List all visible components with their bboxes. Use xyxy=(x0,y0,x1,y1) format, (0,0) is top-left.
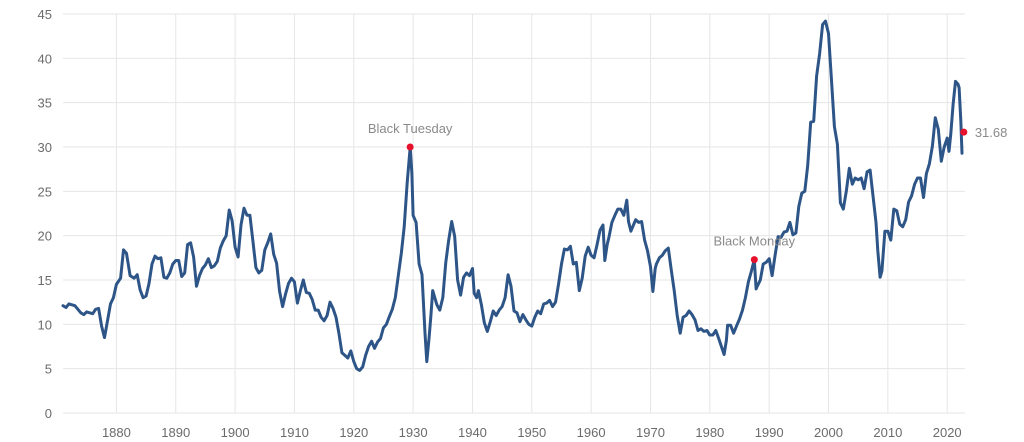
y-tick-label-25: 25 xyxy=(38,184,52,199)
annotation-point-0 xyxy=(406,143,414,151)
x-tick-label-1940: 1940 xyxy=(458,425,487,440)
x-tick-label-1910: 1910 xyxy=(280,425,309,440)
y-tick-label-20: 20 xyxy=(38,229,52,244)
annotation-label-1: Black Monday xyxy=(714,234,796,249)
y-tick-label-15: 15 xyxy=(38,273,52,288)
x-tick-label-1900: 1900 xyxy=(221,425,250,440)
x-tick-label-1960: 1960 xyxy=(577,425,606,440)
last-value-label: 31.68 xyxy=(975,125,1008,140)
x-tick-label-1950: 1950 xyxy=(517,425,546,440)
x-tick-label-2020: 2020 xyxy=(933,425,962,440)
y-tick-label-10: 10 xyxy=(38,317,52,332)
y-tick-label-45: 45 xyxy=(38,7,52,22)
annotations: Black Tuesday Black Monday 31.68 xyxy=(368,121,1008,264)
x-tick-label-1990: 1990 xyxy=(755,425,784,440)
x-tick-label-2010: 2010 xyxy=(873,425,902,440)
series-group xyxy=(61,19,964,372)
annotation-label-0: Black Tuesday xyxy=(368,121,453,136)
y-tick-label-5: 5 xyxy=(45,362,52,377)
x-tick-label-1880: 1880 xyxy=(102,425,131,440)
y-tick-label-0: 0 xyxy=(45,406,52,421)
y-tick-label-40: 40 xyxy=(38,51,52,66)
x-tick-label-1980: 1980 xyxy=(695,425,724,440)
x-tick-label-1890: 1890 xyxy=(161,425,190,440)
y-axis-tick-labels: 0 5 10 15 20 25 30 35 40 45 xyxy=(38,7,52,421)
x-tick-label-1920: 1920 xyxy=(339,425,368,440)
x-tick-label-2000: 2000 xyxy=(814,425,843,440)
x-tick-label-1970: 1970 xyxy=(636,425,665,440)
annotation-point-1 xyxy=(750,256,758,264)
series-line-0 xyxy=(61,19,964,372)
x-axis-tick-labels: 1880 1890 1900 1910 1920 1930 1940 1950 1960 1970… xyxy=(102,425,962,440)
y-tick-label-30: 30 xyxy=(38,140,52,155)
x-tick-label-1930: 1930 xyxy=(399,425,428,440)
y-tick-label-35: 35 xyxy=(38,96,52,111)
last-value-point xyxy=(960,128,968,136)
